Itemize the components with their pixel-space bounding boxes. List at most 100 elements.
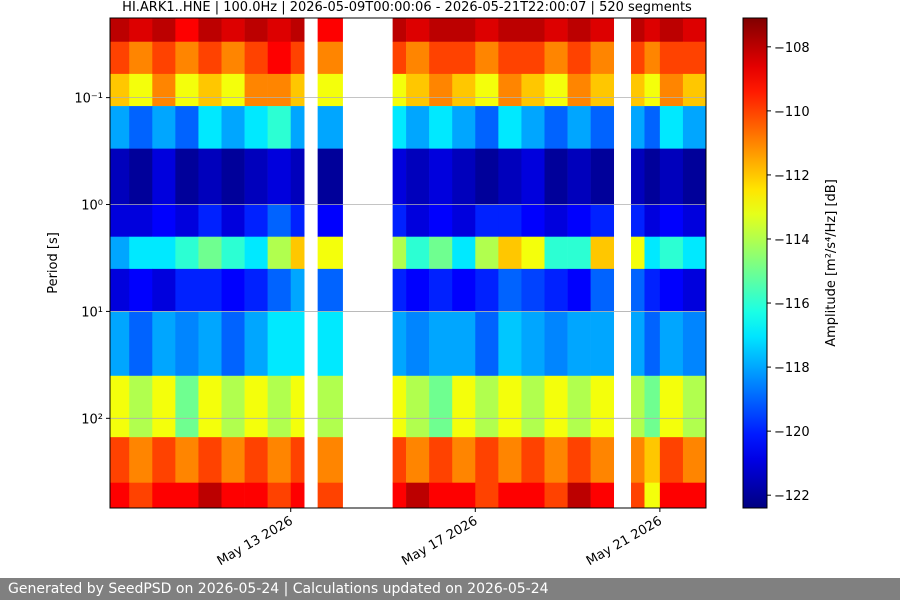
heatmap-cell	[110, 204, 130, 237]
heatmap-cell	[682, 311, 707, 377]
heatmap-cell	[392, 106, 407, 149]
heatmap-cell	[317, 204, 343, 237]
heatmap-cell	[129, 73, 153, 107]
heatmap-cell	[110, 148, 130, 205]
heatmap-cell	[590, 73, 615, 107]
heatmap-cell	[221, 268, 245, 312]
heatmap-cell	[392, 375, 407, 438]
heatmap-cell	[317, 73, 343, 107]
heatmap-cell	[521, 437, 545, 483]
heatmap-cell	[198, 311, 222, 377]
y-tick-label: 10¹	[81, 305, 103, 320]
heatmap-cell	[475, 236, 499, 270]
heatmap-cell	[317, 106, 343, 149]
heatmap-cell	[521, 73, 545, 107]
heatmap-cell	[429, 375, 453, 438]
heatmap-cell	[175, 73, 199, 107]
heatmap-cell	[521, 148, 545, 205]
heatmap-cell	[244, 482, 268, 509]
heatmap-cell	[498, 41, 522, 75]
heatmap-cell	[567, 482, 591, 509]
colorbar-tick-label: −122	[774, 489, 810, 504]
heatmap-cell	[644, 236, 661, 270]
heatmap-cell	[544, 18, 568, 43]
heatmap-cell	[244, 18, 268, 43]
heatmap-cell	[290, 375, 305, 438]
heatmap-cell	[631, 482, 645, 509]
heatmap-cell	[659, 375, 684, 438]
heatmap-cell	[110, 18, 130, 43]
heatmap-cell	[631, 268, 645, 312]
heatmap-cell	[244, 236, 268, 270]
heatmap-cell	[406, 18, 430, 43]
heatmap-cell	[429, 148, 453, 205]
heatmap-cell	[221, 311, 245, 377]
heatmap-cell	[521, 482, 545, 509]
heatmap-cell	[406, 73, 430, 107]
heatmap-cell	[682, 482, 707, 509]
heatmap-cell	[129, 148, 153, 205]
heatmap-cell	[290, 482, 305, 509]
heatmap-cell	[152, 18, 176, 43]
x-tick-label: May 13 2026	[215, 514, 296, 569]
x-tick-label: May 17 2026	[399, 514, 480, 569]
heatmap-cell	[567, 236, 591, 270]
heatmap-cell	[406, 311, 430, 377]
heatmap-cell	[475, 106, 499, 149]
heatmap-cell	[198, 437, 222, 483]
heatmap-cell	[392, 268, 407, 312]
heatmap-cell	[110, 311, 130, 377]
heatmap-cell	[290, 311, 305, 377]
heatmap-cell	[392, 41, 407, 75]
heatmap-cell	[198, 106, 222, 149]
heatmap-cell	[644, 18, 661, 43]
heatmap-cell	[631, 437, 645, 483]
heatmap-cell	[498, 106, 522, 149]
heatmap-cell	[644, 73, 661, 107]
heatmap-cell	[267, 375, 292, 438]
heatmap-cell	[152, 311, 176, 377]
y-tick-label: 10⁻¹	[74, 92, 103, 107]
heatmap-cell	[129, 236, 153, 270]
heatmap-cell	[631, 311, 645, 377]
heatmap-cell	[175, 311, 199, 377]
heatmap-cell	[590, 268, 615, 312]
heatmap-cell	[317, 375, 343, 438]
heatmap-cell	[392, 204, 407, 237]
heatmap-cell	[475, 375, 499, 438]
heatmap-cell	[392, 311, 407, 377]
heatmap-cell	[590, 41, 615, 75]
heatmap-cell	[290, 437, 305, 483]
heatmap-cell	[521, 375, 545, 438]
heatmap-cell	[406, 148, 430, 205]
heatmap-cell	[244, 375, 268, 438]
heatmap-cell	[659, 482, 684, 509]
heatmap-cell	[221, 482, 245, 509]
heatmap-cell	[659, 268, 684, 312]
heatmap-cell	[392, 73, 407, 107]
colorbar-tick-label: −108	[774, 41, 810, 56]
heatmap-cell	[152, 437, 176, 483]
heatmap-cell	[392, 236, 407, 270]
heatmap-cell	[544, 148, 568, 205]
heatmap-cell	[267, 204, 292, 237]
heatmap-cell	[644, 106, 661, 149]
heatmap-cell	[429, 73, 453, 107]
heatmap-cell	[452, 41, 476, 75]
heatmap-cell	[267, 236, 292, 270]
heatmap-cell	[175, 148, 199, 205]
heatmap-cell	[544, 73, 568, 107]
heatmap-cell	[682, 268, 707, 312]
heatmap-cell	[175, 204, 199, 237]
heatmap-cell	[452, 204, 476, 237]
heatmap-cell	[498, 437, 522, 483]
heatmap-cell	[152, 73, 176, 107]
colorbar-label: Amplitude [m²/s⁴/Hz] [dB]	[824, 179, 839, 347]
colorbar-tick-label: −114	[774, 233, 810, 248]
heatmap-cell	[590, 375, 615, 438]
heatmap-cell	[498, 311, 522, 377]
heatmap-cell	[129, 437, 153, 483]
colorbar-tick-label: −112	[774, 169, 810, 184]
heatmap-cell	[152, 106, 176, 149]
heatmap-cell	[631, 73, 645, 107]
